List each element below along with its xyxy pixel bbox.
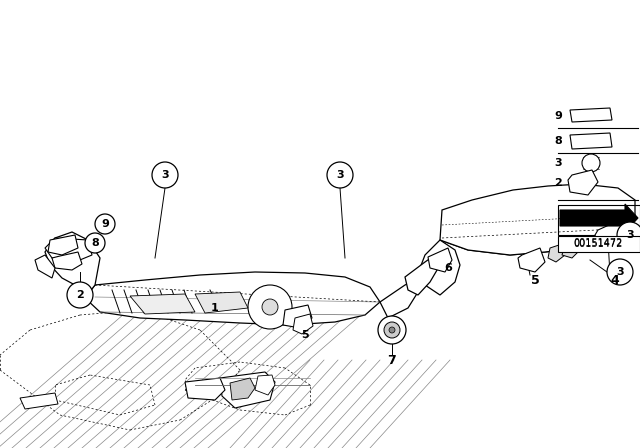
Polygon shape xyxy=(52,252,82,270)
Polygon shape xyxy=(595,220,625,246)
Polygon shape xyxy=(185,378,225,400)
Polygon shape xyxy=(562,240,580,258)
Polygon shape xyxy=(518,248,545,272)
Polygon shape xyxy=(195,292,248,313)
Polygon shape xyxy=(20,393,58,409)
Polygon shape xyxy=(560,204,638,232)
Circle shape xyxy=(378,316,406,344)
Polygon shape xyxy=(48,235,78,255)
Polygon shape xyxy=(548,244,565,262)
Text: 00151472: 00151472 xyxy=(573,238,623,248)
Polygon shape xyxy=(428,248,452,272)
Circle shape xyxy=(262,299,278,315)
Polygon shape xyxy=(440,184,635,255)
Circle shape xyxy=(617,222,640,248)
Text: 6: 6 xyxy=(444,263,452,273)
Circle shape xyxy=(67,282,93,308)
Polygon shape xyxy=(440,208,635,255)
Polygon shape xyxy=(558,236,640,252)
Text: 3: 3 xyxy=(626,230,634,240)
Text: 9: 9 xyxy=(554,111,562,121)
Text: 3: 3 xyxy=(554,158,562,168)
Polygon shape xyxy=(45,232,100,298)
Circle shape xyxy=(607,259,633,285)
Polygon shape xyxy=(85,272,380,325)
Text: 8: 8 xyxy=(554,136,562,146)
Text: 2: 2 xyxy=(76,290,84,300)
Polygon shape xyxy=(283,305,312,328)
Polygon shape xyxy=(293,314,313,334)
Polygon shape xyxy=(420,240,460,295)
Polygon shape xyxy=(380,280,418,318)
Text: 3: 3 xyxy=(336,170,344,180)
Text: 1: 1 xyxy=(211,303,219,313)
Text: 2: 2 xyxy=(554,178,562,188)
Circle shape xyxy=(95,214,115,234)
Text: 4: 4 xyxy=(611,273,620,287)
Polygon shape xyxy=(255,375,275,395)
Polygon shape xyxy=(130,294,195,314)
Polygon shape xyxy=(35,255,55,278)
Polygon shape xyxy=(405,255,440,295)
Text: 7: 7 xyxy=(388,353,396,366)
Circle shape xyxy=(582,154,600,172)
Polygon shape xyxy=(220,372,275,408)
Text: 5: 5 xyxy=(301,330,309,340)
Text: 00151472: 00151472 xyxy=(573,239,623,249)
Text: 3: 3 xyxy=(616,267,624,277)
Circle shape xyxy=(152,162,178,188)
Polygon shape xyxy=(230,378,255,400)
Circle shape xyxy=(389,327,395,333)
Circle shape xyxy=(327,162,353,188)
Text: 8: 8 xyxy=(91,238,99,248)
Text: 9: 9 xyxy=(101,219,109,229)
Text: 5: 5 xyxy=(531,273,540,287)
Polygon shape xyxy=(570,108,612,122)
Polygon shape xyxy=(45,238,92,262)
Polygon shape xyxy=(570,133,612,149)
Circle shape xyxy=(384,322,400,338)
Polygon shape xyxy=(568,170,598,195)
Circle shape xyxy=(248,285,292,329)
Text: 3: 3 xyxy=(161,170,169,180)
Circle shape xyxy=(85,233,105,253)
